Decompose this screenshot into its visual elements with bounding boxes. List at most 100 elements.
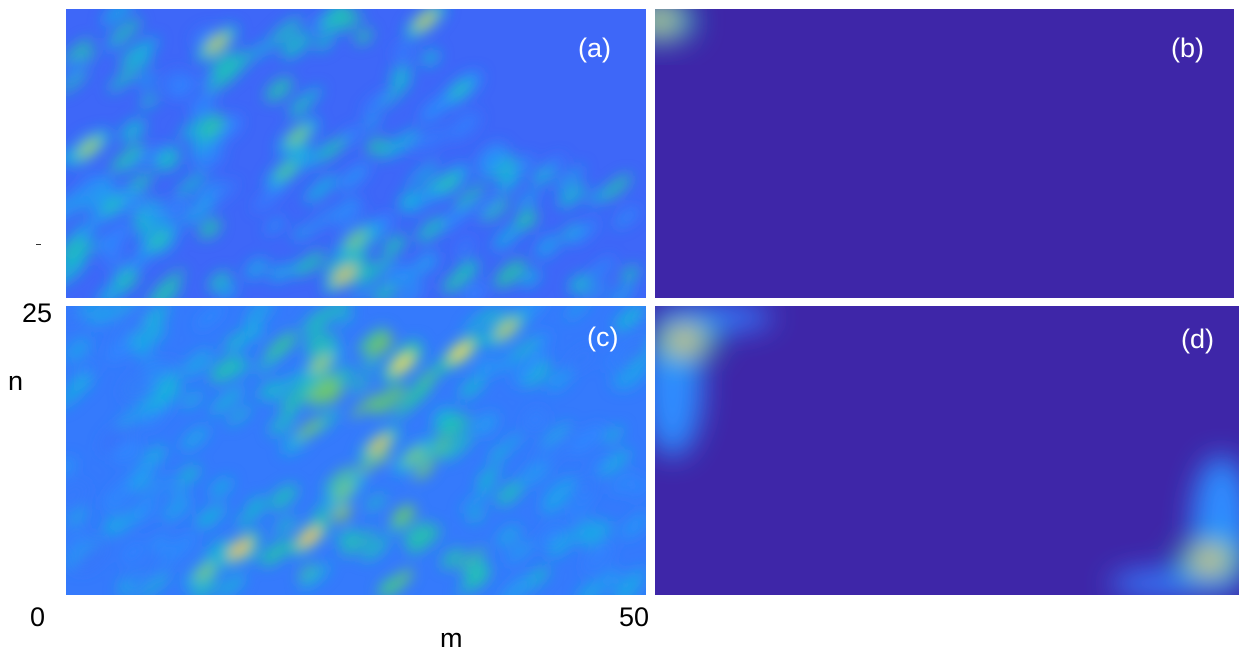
heatmap-hotspot [275,161,298,181]
heatmap-texture-cell [230,359,251,378]
heatmap-texture-cell [137,407,158,425]
heatmap-texture-cell [192,26,213,45]
heatmap-texture-cell [614,567,646,595]
heatmap-texture-cell [534,234,561,259]
heatmap-texture-cell [477,464,501,485]
heatmap-texture-cell [540,421,571,448]
heatmap-texture-cell [245,306,273,324]
y-axis-label: n [8,366,24,396]
heatmap-texture-cell [519,458,551,487]
heatmap-texture-cell [142,306,170,328]
y-tick-max: 25 [22,298,53,328]
heatmap-texture-cell [107,338,133,362]
heatmap-panel-a: (a) [66,9,646,298]
heatmap-texture-cell [377,577,401,595]
heatmap-texture-cell [259,544,284,565]
heatmap-texture-cell [489,444,510,463]
heatmap-texture-cell [125,194,148,214]
heatmap-texture-cell [148,382,182,412]
heatmap-texture-cell [217,283,238,298]
heatmap-texture-cell [357,327,389,354]
heatmap-texture-cell [180,425,210,451]
heatmap-texture-cell [393,43,413,62]
heatmap-texture-cell [314,34,333,52]
heatmap-texture-cell [170,482,188,498]
heatmap-texture-cell [568,273,592,295]
heatmap-texture-cell [324,386,345,405]
heatmap-c-canvas [66,306,646,595]
heatmap-texture-cell [72,173,101,198]
heatmap-hotspot [310,354,333,374]
heatmap-texture-cell [125,571,145,590]
heatmap-texture-cell [209,476,233,498]
heatmap-texture-cell [268,265,287,282]
heatmap-texture-cell [269,411,296,436]
heatmap-texture-cell [280,386,312,414]
heatmap-texture-cell [253,182,287,211]
heatmap-texture-cell [66,310,81,328]
heatmap-texture-cell [66,385,83,409]
heatmap-texture-cell [66,58,88,81]
heatmap-texture-cell [195,178,223,203]
heatmap-texture-cell [547,535,572,558]
heatmap-texture-cell [581,520,613,549]
heatmap-texture-cell [199,114,226,139]
heatmap-texture-cell [342,528,377,558]
heatmap-background [655,306,1239,595]
heatmap-texture-cell [111,508,144,536]
panel-label-c: (c) [587,322,619,352]
heatmap-texture-cell [66,337,92,363]
heatmap-texture-cell [383,234,406,256]
heatmap-texture-cell [323,22,342,38]
heatmap-texture-cell [370,384,406,416]
heatmap-texture-cell [409,131,435,153]
heatmap-texture-cell [603,425,624,444]
heatmap-texture-cell [564,306,592,321]
heatmap-texture-cell [335,308,353,325]
heatmap-texture-cell [127,37,159,64]
heatmap-panel-d: (d) [655,306,1239,595]
heatmap-texture-cell [336,527,359,548]
heatmap-texture-cell [307,333,339,361]
heatmap-hotspot [147,230,170,250]
heatmap-hotspot [333,481,356,501]
heatmap-texture-cell [138,73,156,89]
heatmap-texture-cell [407,525,441,555]
heatmap-texture-cell [268,17,302,46]
heatmap-texture-cell [479,150,511,177]
heatmap-texture-cell [121,541,146,563]
heatmap-texture-cell [350,375,371,393]
heatmap-texture-cell [339,11,364,33]
heatmap-texture-cell [477,476,495,493]
heatmap-texture-cell [116,408,140,429]
heatmap-hotspot [78,137,101,158]
heatmap-texture-cell [156,149,181,172]
heatmap-texture-cell [460,488,491,515]
heatmap-texture-cell [351,393,380,419]
heatmap-hotspot [449,80,472,100]
heatmap-texture-cell [303,330,327,351]
heatmap-hotspot [194,562,217,582]
heatmap-texture-cell [620,513,646,539]
panel-label-b: (b) [1171,33,1204,63]
heatmap-texture-cell [406,159,439,187]
x-tick-min: 0 [30,602,46,632]
heatmap-texture-cell [557,183,586,208]
heatmap-texture-cell [332,504,352,523]
heatmap-texture-cell [365,137,385,154]
heatmap-panel-b: (b) [655,9,1234,298]
heatmap-texture-cell [292,225,310,242]
heatmap-texture-cell [161,69,185,91]
heatmap-texture-cell [178,117,204,140]
heatmap-texture-cell [576,478,597,498]
heatmap-hotspot [101,195,124,216]
heatmap-texture-cell [268,484,298,511]
heatmap-texture-cell [404,380,433,405]
heatmap-texture-cell [190,135,224,165]
heatmap-texture-cell [263,330,298,361]
heatmap-texture-cell [198,218,221,239]
heatmap-texture-cell [440,432,473,462]
heatmap-texture-cell [537,523,564,548]
heatmap-texture-cell [66,236,86,262]
heatmap-texture-cell [588,454,611,474]
